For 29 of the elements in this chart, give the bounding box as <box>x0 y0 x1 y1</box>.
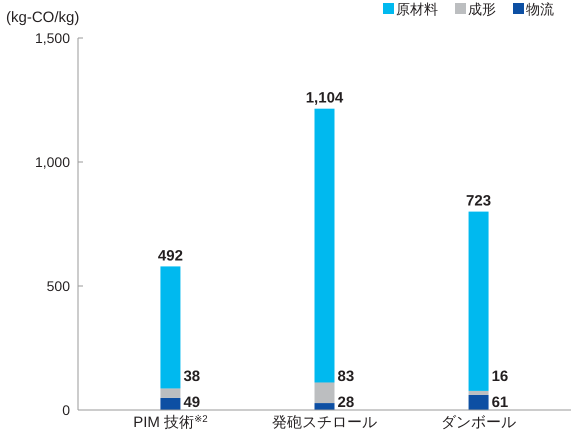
bar <box>160 398 180 410</box>
data-label: 83 <box>338 368 354 385</box>
x-tick-label: PIM 技術$^{※2}$ <box>133 414 208 431</box>
bar <box>160 388 180 398</box>
data-label: 492 <box>158 247 183 264</box>
bar <box>468 390 489 395</box>
bar <box>314 108 334 382</box>
data-label: 28 <box>338 394 354 411</box>
bar <box>314 382 334 404</box>
x-tick-label: ダンボール <box>441 414 516 431</box>
legend-label: 物流 <box>526 1 554 17</box>
y-axis-title: (kg-CO/kg) <box>6 9 80 26</box>
bar <box>160 266 180 388</box>
bar <box>314 403 334 410</box>
data-label: 61 <box>492 394 508 411</box>
y-tick-label: 1,500 <box>34 30 70 46</box>
x-tick-label: 発砲スチロール <box>272 414 377 431</box>
bar <box>468 212 489 391</box>
data-label: 723 <box>466 192 492 210</box>
y-tick-label: 0 <box>62 402 70 418</box>
data-label: 49 <box>183 394 200 411</box>
bar <box>468 394 489 410</box>
y-tick-label: 500 <box>46 278 70 294</box>
y-tick-label: 1,000 <box>34 154 70 170</box>
legend-label: 成形 <box>468 1 496 17</box>
data-label: 38 <box>183 368 200 385</box>
data-label: 1,104 <box>306 90 344 107</box>
legend-label: 原材料 <box>396 1 438 17</box>
data-label: 16 <box>492 368 508 385</box>
